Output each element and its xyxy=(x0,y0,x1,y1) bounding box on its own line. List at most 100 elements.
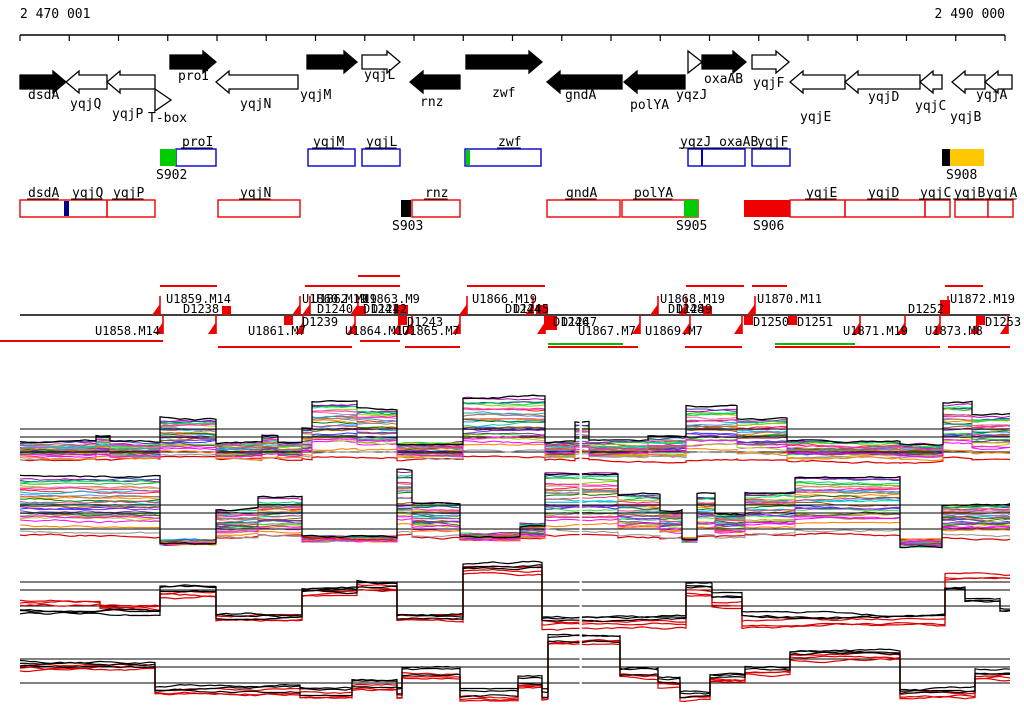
probe-label[interactable]: D1242 xyxy=(371,302,407,316)
red-segment-box[interactable] xyxy=(987,199,1014,218)
blue-segment-box[interactable] xyxy=(687,148,746,167)
probe-label[interactable]: U1861.M7 xyxy=(248,324,306,338)
probe-label[interactable]: U1873.M8 xyxy=(925,324,983,338)
signal-line xyxy=(19,426,1010,455)
probe-label[interactable]: D1246 xyxy=(553,315,589,329)
probe-label[interactable]: D1249 xyxy=(676,302,712,316)
gene-arrow-rnz[interactable] xyxy=(408,69,461,95)
red-segment-box[interactable] xyxy=(789,199,951,218)
probe-label[interactable]: U1867.M7 xyxy=(578,324,636,338)
blue-segment-label[interactable]: proI xyxy=(182,135,213,150)
signal-line xyxy=(19,488,1011,546)
gene-arrow-yqzJ[interactable] xyxy=(687,49,704,75)
red-segment-label[interactable]: dsdA xyxy=(28,186,59,201)
gene-arrow-proI[interactable] xyxy=(169,49,218,75)
gene-arrow-oxaAB[interactable] xyxy=(701,49,748,75)
blue-segment-label[interactable]: zwf xyxy=(498,135,521,150)
red-segment-label[interactable]: yqjC xyxy=(920,186,951,201)
coordinate-end: 2 490 000 xyxy=(935,7,1005,22)
probe-label[interactable]: D1245 xyxy=(513,302,549,316)
red-segment-label[interactable]: yqjD xyxy=(868,186,899,201)
red-segment-box[interactable] xyxy=(19,199,156,218)
probe-label[interactable]: U1868.M19 xyxy=(660,292,725,306)
gene-arrow-yqjA[interactable] xyxy=(983,69,1013,95)
blue-segment-box[interactable] xyxy=(751,148,791,167)
probe-label[interactable]: D1240 xyxy=(317,302,353,316)
probe-label[interactable]: U1866.M19 xyxy=(472,292,537,306)
probe-label[interactable]: D1252 xyxy=(908,302,944,316)
gene-arrow-yqjB[interactable] xyxy=(950,69,986,95)
navy-mark xyxy=(64,201,69,216)
probe-label[interactable]: D1238 xyxy=(183,302,219,316)
mean-line-red xyxy=(19,642,1011,703)
probe-label[interactable]: D1239 xyxy=(302,315,338,329)
gene-arrow-yqjE[interactable] xyxy=(788,69,846,95)
blue-segment-box[interactable] xyxy=(361,148,401,167)
red-segment-label[interactable]: yqjA xyxy=(986,186,1017,201)
probe-label[interactable]: D1247 xyxy=(561,315,597,329)
red-segment-label[interactable]: yqjN xyxy=(240,186,271,201)
probe-label[interactable]: U1870.M11 xyxy=(757,292,822,306)
red-segment-box[interactable] xyxy=(546,199,621,218)
blue-segment-box[interactable] xyxy=(307,148,356,167)
green-mark xyxy=(466,150,470,165)
marker-box-S908[interactable] xyxy=(950,149,984,166)
gene-arrow-yqjQ[interactable] xyxy=(64,69,108,95)
red-segment-label[interactable]: yqjE xyxy=(806,186,837,201)
gene-arrow-dsdA[interactable] xyxy=(19,69,68,95)
gene-arrow-zwf[interactable] xyxy=(465,49,544,75)
gene-label-T-box: T-box xyxy=(148,111,187,126)
red-segment-label[interactable]: yqjQ xyxy=(72,186,103,201)
probe-label[interactable]: U1864.M17 xyxy=(345,324,410,338)
probe-label[interactable]: U1871.M19 xyxy=(843,324,908,338)
red-segment-label[interactable]: gndA xyxy=(566,186,597,201)
gene-arrow-yqjL[interactable] xyxy=(361,49,402,75)
blue-segment-label[interactable]: yqjL xyxy=(366,135,397,150)
blue-segment-label[interactable]: yqzJ oxaAB xyxy=(680,135,758,150)
marker-box-S906[interactable] xyxy=(744,200,790,217)
gene-arrow-yqjF[interactable] xyxy=(751,49,791,75)
red-segment-box[interactable] xyxy=(954,199,989,218)
gene-arrow-polYA[interactable] xyxy=(622,69,686,95)
blue-segment-label[interactable]: yqjM xyxy=(313,135,344,150)
probe-label[interactable]: U1858.M14 xyxy=(95,324,160,338)
blue-segment-box[interactable] xyxy=(175,148,217,167)
probe-label[interactable]: D1241 xyxy=(363,302,399,316)
gene-arrow-yqjD[interactable] xyxy=(843,69,921,95)
signal-line xyxy=(19,401,1011,449)
probe-label[interactable]: U1859.M14 xyxy=(166,292,231,306)
red-segment-box[interactable] xyxy=(217,199,301,218)
probe-label[interactable]: D1250 xyxy=(753,315,789,329)
probe-label[interactable]: U1872.M19 xyxy=(950,292,1015,306)
blue-segment-label[interactable]: yqjF xyxy=(757,135,788,150)
gene-label-rnz: rnz xyxy=(420,95,443,110)
red-segment-label[interactable]: polYA xyxy=(634,186,673,201)
gene-arrow-yqjC[interactable] xyxy=(918,69,943,95)
mean-line-red xyxy=(19,571,1011,631)
probe-label[interactable]: D1251 xyxy=(797,315,833,329)
marker-box-S905[interactable] xyxy=(684,200,698,217)
probe-label[interactable]: D1243 xyxy=(407,315,443,329)
probe-label[interactable]: D1248 xyxy=(668,302,704,316)
gene-arrow-yqjM[interactable] xyxy=(306,49,359,75)
gene-arrow-yqjN[interactable] xyxy=(214,69,299,95)
red-segment-label[interactable]: yqjB xyxy=(954,186,985,201)
probe-label[interactable]: U1865.M7 xyxy=(402,324,460,338)
red-segment-label[interactable]: yqjP xyxy=(113,186,144,201)
gene-arrow-T-box[interactable] xyxy=(154,87,173,113)
probe-label[interactable]: D1244 xyxy=(505,302,541,316)
gene-arrow-yqjP[interactable] xyxy=(105,69,156,95)
probe-label[interactable]: U1863.M9 xyxy=(362,292,420,306)
red-segment-label[interactable]: rnz xyxy=(425,186,448,201)
probe-label[interactable]: U1860.M19 xyxy=(302,292,367,306)
gene-arrow-gndA[interactable] xyxy=(545,69,623,95)
signal-line-low xyxy=(19,515,1011,545)
probe-label[interactable]: U1862.M19 xyxy=(312,292,377,306)
probe-label[interactable]: D1253 xyxy=(985,315,1021,329)
red-segment-box[interactable] xyxy=(411,199,461,218)
marker-box-S903[interactable] xyxy=(401,200,411,217)
signal-line-low xyxy=(19,443,1011,461)
marker-box-S902[interactable] xyxy=(160,149,176,166)
blue-segment-box[interactable] xyxy=(464,148,542,167)
probe-label[interactable]: U1869.M7 xyxy=(645,324,703,338)
